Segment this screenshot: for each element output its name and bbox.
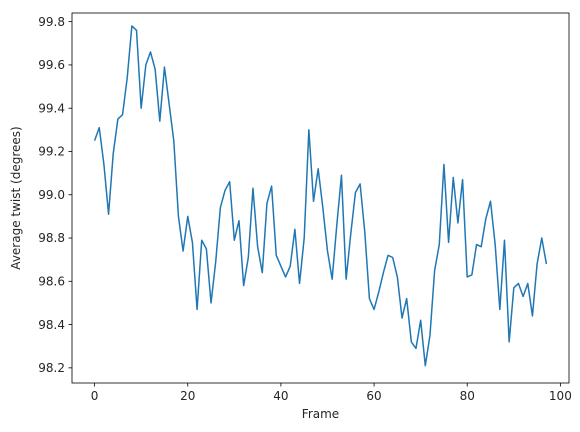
y-axis-ticks: 98.2 98.4 98.6 98.8 99.0 99.2 99.4 99.6 99.8	[38, 15, 72, 375]
series-line-0	[93, 25, 548, 367]
y-tick-label: 99.2	[38, 145, 65, 159]
y-tick-label: 99.6	[38, 58, 65, 72]
x-axis-ticks: 0 20 40 60 80 100	[91, 383, 572, 403]
plot-frame	[71, 12, 570, 384]
x-tick-label: 60	[366, 389, 381, 403]
y-tick-label: 98.4	[38, 318, 65, 332]
y-tick-label: 99.4	[38, 101, 65, 115]
y-tick-label: 99.0	[38, 188, 65, 202]
x-axis-label: Frame	[302, 407, 339, 421]
x-tick-label: 0	[91, 389, 99, 403]
plot-background	[72, 13, 569, 383]
x-tick-label: 80	[460, 389, 475, 403]
y-axis-label: Average twist (degrees)	[9, 126, 23, 269]
y-tick-label: 98.8	[38, 231, 65, 245]
x-tick-label: 20	[180, 389, 195, 403]
y-tick-label: 98.6	[38, 275, 65, 289]
y-tick-label: 99.8	[38, 15, 65, 29]
x-tick-label: 40	[273, 389, 288, 403]
plot-area	[93, 25, 548, 367]
x-tick-label: 100	[549, 389, 572, 403]
y-tick-label: 98.2	[38, 361, 65, 375]
